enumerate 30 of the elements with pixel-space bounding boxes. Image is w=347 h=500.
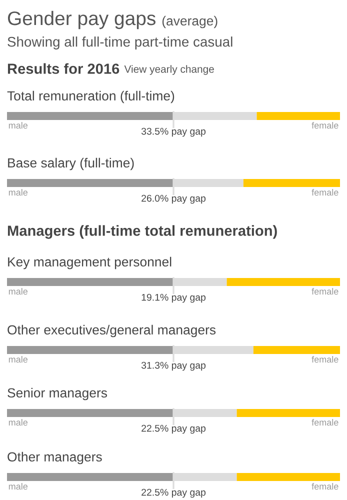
series-label: male — [8, 419, 28, 426]
text: 26.0% pay gap — [142, 194, 206, 204]
series-label: male — [8, 356, 28, 363]
series-label: female — [312, 483, 338, 490]
chart-title: Other managers — [8, 452, 102, 464]
series-label: female — [312, 189, 338, 196]
text: (average) — [162, 16, 218, 28]
text: Managers (full-time total remuneration) — [8, 225, 277, 239]
chart-title: Senior managers — [8, 388, 108, 400]
series-label: female — [312, 122, 338, 129]
chart-title: Other executives/general managers — [8, 324, 216, 338]
text: 33.5% pay gap — [141, 128, 206, 137]
chart-title: Base salary (full-time) — [8, 158, 134, 170]
series-label: male — [8, 483, 28, 490]
series-label: female — [312, 288, 338, 295]
text: View yearly change — [124, 65, 214, 75]
series-label: male — [8, 122, 28, 129]
series-label: male — [8, 189, 28, 196]
series-label: female — [312, 419, 338, 426]
text: Gender pay gaps — [8, 10, 156, 30]
series-label: female — [312, 356, 338, 363]
text: Showing all full-time part-time casual — [8, 36, 232, 50]
series-label: male — [8, 288, 28, 295]
text: 22.5% pay gap — [142, 424, 206, 434]
text: 22.5% pay gap — [142, 488, 206, 498]
text: Results for 2016 — [8, 63, 120, 74]
text: 19.1% pay gap — [142, 294, 206, 303]
chart-title: Key management personnel — [8, 256, 172, 270]
text: 31.3% pay gap — [141, 362, 206, 371]
chart-title: Total remuneration (full-time) — [7, 90, 174, 104]
